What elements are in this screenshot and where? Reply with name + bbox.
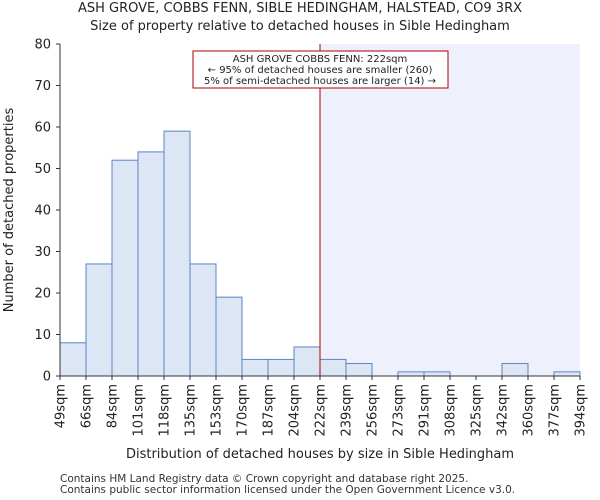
x-tick-label: 118sqm bbox=[158, 384, 173, 437]
y-tick-label: 60 bbox=[34, 121, 51, 136]
bar-204sqm bbox=[293, 346, 321, 377]
x-tick-label: 273sqm bbox=[392, 384, 407, 437]
x-tick-label: 256sqm bbox=[366, 384, 381, 437]
bar-153sqm bbox=[215, 296, 243, 377]
footer-licence: Contains public sector information licen… bbox=[60, 484, 516, 496]
bar-342sqm bbox=[501, 363, 529, 377]
bar-239sqm bbox=[345, 363, 373, 377]
annotation-line-3: 5% of semi-detached houses are larger (1… bbox=[204, 76, 436, 87]
y-tick-label: 30 bbox=[34, 245, 51, 260]
x-tick-label: 204sqm bbox=[288, 384, 303, 437]
y-tick-labels: 0 10 20 30 40 50 60 70 80 bbox=[34, 38, 51, 385]
bar-291sqm bbox=[423, 371, 451, 377]
bar-118sqm bbox=[163, 130, 191, 377]
x-tick-label: 66sqm bbox=[80, 384, 95, 428]
x-tick-label: 308sqm bbox=[444, 384, 459, 437]
x-tick-label: 49sqm bbox=[54, 384, 69, 428]
y-tick-label: 50 bbox=[34, 162, 51, 177]
x-tick-label: 170sqm bbox=[236, 384, 251, 437]
y-tick-label: 10 bbox=[34, 328, 51, 343]
x-tick-label: 222sqm bbox=[314, 384, 329, 437]
y-tick-label: 20 bbox=[34, 287, 51, 302]
x-tick-label: 360sqm bbox=[522, 384, 537, 437]
x-tick-label: 325sqm bbox=[470, 384, 485, 437]
x-tick-label: 187sqm bbox=[262, 384, 277, 437]
x-axis-label: Distribution of detached houses by size … bbox=[126, 447, 514, 462]
bar-222sqm bbox=[319, 358, 347, 377]
bar-170sqm bbox=[241, 358, 269, 377]
bar-84sqm bbox=[111, 159, 139, 377]
footer-copyright: Contains HM Land Registry data © Crown c… bbox=[60, 473, 469, 485]
x-tick-label: 101sqm bbox=[132, 384, 147, 437]
bars bbox=[59, 130, 581, 377]
y-tick-label: 40 bbox=[34, 204, 51, 219]
bar-49sqm bbox=[59, 342, 87, 377]
bar-66sqm bbox=[85, 263, 113, 377]
x-tick-label: 342sqm bbox=[496, 384, 511, 437]
x-tick-label: 84sqm bbox=[106, 384, 121, 428]
x-tick-label: 239sqm bbox=[340, 384, 355, 437]
x-tick-label: 153sqm bbox=[210, 384, 225, 437]
bar-377sqm bbox=[553, 371, 581, 377]
x-tick-label: 377sqm bbox=[548, 384, 563, 437]
bar-101sqm bbox=[137, 151, 165, 377]
x-tick-label: 394sqm bbox=[574, 384, 589, 437]
chart-subtitle: Size of property relative to detached ho… bbox=[90, 19, 510, 34]
y-tick-label: 0 bbox=[43, 370, 51, 385]
y-axis-label: Number of detached properties bbox=[2, 108, 17, 313]
x-tick-labels: 49sqm 66sqm 84sqm 101sqm 118sqm 135sqm 153sqm 1… bbox=[54, 384, 589, 437]
chart-title: ASH GROVE, COBBS FENN, SIBLE HEDINGHAM, … bbox=[77, 1, 523, 16]
annotation-box bbox=[192, 50, 449, 89]
bar-135sqm bbox=[189, 263, 217, 377]
annotation-line-2: ← 95% of detached houses are smaller (26… bbox=[208, 65, 433, 76]
bar-187sqm bbox=[267, 358, 295, 377]
bar-273sqm bbox=[397, 371, 425, 377]
larger-region-shade bbox=[320, 44, 580, 376]
x-tick-label: 291sqm bbox=[418, 384, 433, 437]
x-tick-label: 135sqm bbox=[184, 384, 199, 437]
y-tick-label: 70 bbox=[34, 79, 51, 94]
annotation-line-1: ASH GROVE COBBS FENN: 222sqm bbox=[233, 54, 408, 65]
y-tick-label: 80 bbox=[34, 38, 51, 53]
